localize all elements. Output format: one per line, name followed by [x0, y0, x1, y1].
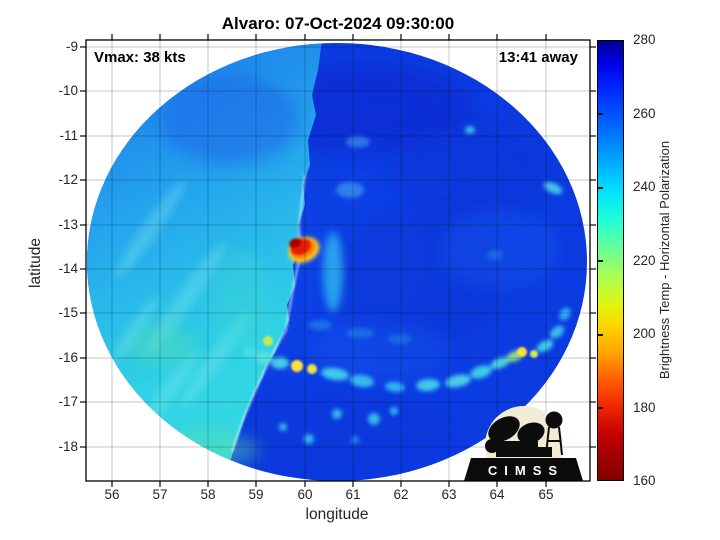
convective-band: [242, 307, 571, 393]
cyan-speck: [465, 126, 475, 134]
y-tick-label: -12: [58, 172, 78, 187]
cyan-speck: [543, 181, 563, 195]
dome-silhouette: [485, 439, 499, 453]
colorbar-tick: [598, 407, 603, 409]
colorbar-tick-label: 200: [633, 326, 656, 341]
y-tick-label: -14: [58, 261, 78, 276]
warm-patch: [440, 210, 560, 290]
plot-title: Alvaro: 07-Oct-2024 09:30:00: [221, 14, 455, 33]
colorbar-tick: [598, 260, 603, 262]
y-tick-label: -13: [58, 217, 78, 232]
grid-lines: [86, 40, 590, 481]
colorbar-tick: [598, 113, 603, 115]
x-ticks: [111, 34, 547, 487]
y-axis-label: latitude: [27, 238, 44, 288]
swath-image: [87, 43, 587, 481]
y-tick-label: -16: [58, 350, 78, 365]
cimss-logo: CIMSS: [464, 406, 583, 481]
green-patch: [150, 432, 260, 468]
y-tick-label: -17: [58, 394, 78, 409]
cyan-speck: [346, 136, 370, 148]
building-silhouette: [538, 447, 552, 457]
x-axis-label: longitude: [305, 506, 369, 523]
x-tick-label: 59: [248, 487, 264, 502]
cyan-speck: [336, 182, 364, 198]
y-tick-label: -15: [58, 305, 78, 320]
colorbar-tick-label: 240: [633, 179, 656, 194]
cold-patch: [210, 390, 450, 470]
warm-patch: [310, 320, 450, 380]
plot-border: [85, 39, 591, 482]
cyan-speck: [487, 250, 503, 260]
satellite-dish-icon: [488, 416, 520, 442]
colorbar-tick-label: 220: [633, 253, 656, 268]
water-tower-legs: [545, 426, 563, 456]
satellite-dish-icon: [517, 422, 545, 444]
cyan-glow: [323, 232, 343, 312]
x-tick-label: 61: [345, 487, 361, 502]
y-ticks: [80, 46, 596, 448]
water-tower-icon: [545, 411, 563, 429]
vmax-annotation: Vmax: 38 kts: [94, 49, 186, 66]
y-tick-label: -11: [59, 128, 78, 143]
scan-seam: [231, 174, 306, 453]
x-tick-label: 62: [393, 487, 409, 502]
y-tick-label: -9: [65, 39, 78, 54]
x-tick-label: 63: [441, 487, 457, 502]
x-tick-label: 60: [297, 487, 313, 502]
colorbar-tick-label: 160: [633, 473, 656, 488]
deep-convection-core: [288, 237, 320, 263]
teal-patch: [210, 250, 270, 350]
colorbar-tick-label: 260: [633, 106, 656, 121]
band-yellow-spots: [263, 336, 538, 374]
south-specks: [279, 407, 398, 444]
x-tick-label: 64: [489, 487, 505, 502]
logo-banner: [464, 458, 583, 481]
cold-patch: [390, 120, 550, 220]
axis-ticks: [80, 34, 596, 487]
x-tick-label: 56: [104, 487, 120, 502]
colorbar-tick-label: 280: [633, 32, 656, 47]
green-patch: [125, 325, 195, 365]
building-silhouette: [496, 441, 538, 457]
colorbar-tick: [598, 187, 603, 189]
logo-text: CIMSS: [488, 463, 564, 478]
y-tick-label: -18: [58, 439, 78, 454]
x-tick-label: 57: [152, 487, 168, 502]
colorbar-tick: [598, 334, 603, 336]
time-away-annotation: 13:41 away: [498, 49, 578, 66]
x-tick-label: 65: [538, 487, 554, 502]
colorbar-tick-label: 180: [633, 400, 656, 415]
inner-band: [308, 320, 412, 344]
colorbar-axis-label: Brightness Temp - Horizontal Polarizatio…: [657, 140, 672, 380]
west-blue-patch: [160, 75, 300, 165]
x-tick-label: 58: [200, 487, 216, 502]
y-tick-label: -10: [58, 83, 78, 98]
